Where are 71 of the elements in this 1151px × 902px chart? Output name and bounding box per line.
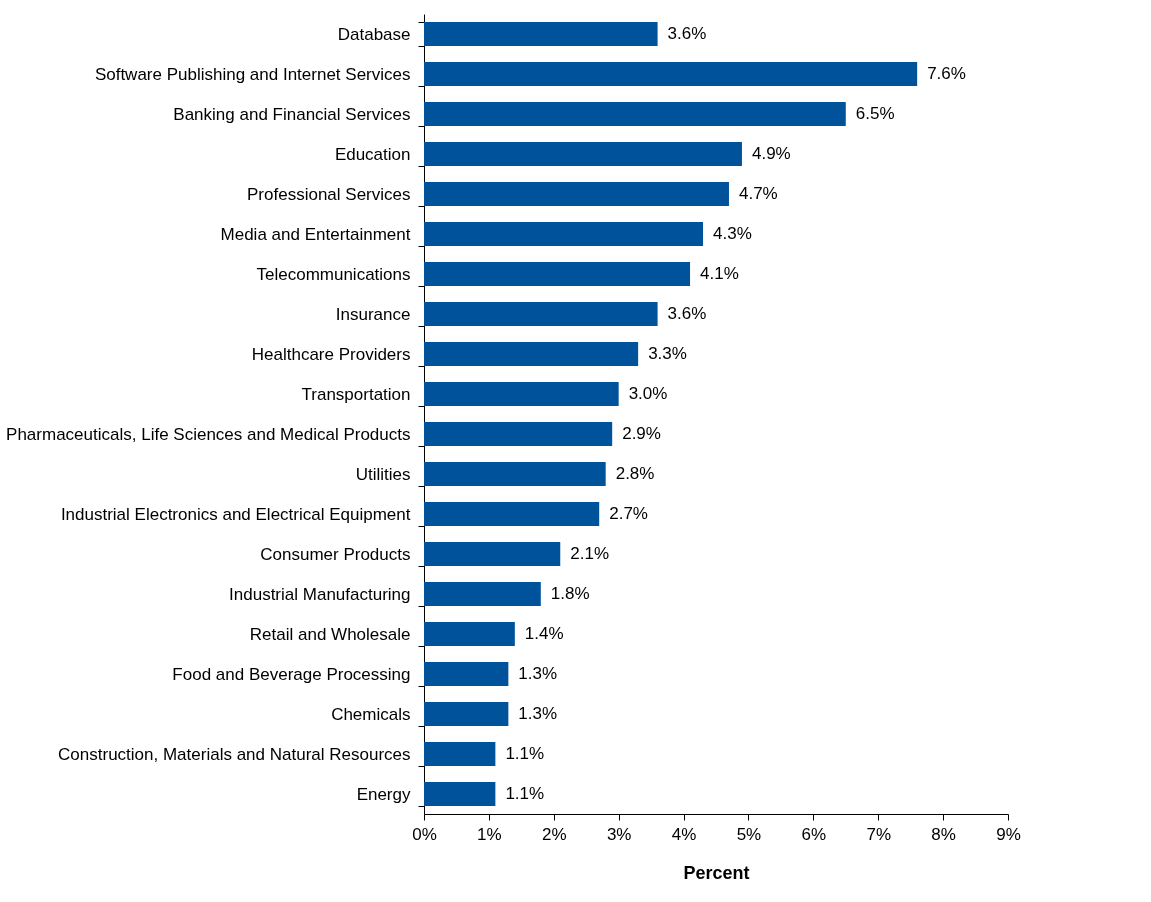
x-tick-label: 3% [606, 824, 632, 844]
data-label: 1.3% [518, 664, 558, 683]
data-label: 2.9% [622, 424, 661, 443]
data-label: 6.5% [855, 104, 895, 123]
data-label: 4.9% [751, 144, 791, 163]
bar [424, 142, 742, 166]
bar [424, 542, 561, 566]
y-tick-label: Industrial Manufacturing [229, 584, 411, 604]
bar [424, 502, 600, 526]
data-label: 3.6% [667, 304, 707, 323]
y-tick-label: Media and Entertainment [220, 224, 411, 244]
x-tick-label: 4% [671, 824, 697, 844]
x-tick-label: 5% [736, 824, 762, 844]
bar [424, 302, 658, 326]
bar [424, 422, 613, 446]
y-tick-label: Transportation [301, 384, 411, 404]
data-label: 2.8% [615, 464, 655, 483]
y-tick-label: Construction, Materials and Natural Resources [58, 744, 411, 764]
bar [424, 222, 704, 246]
bar [424, 262, 691, 286]
y-tick-label: Chemicals [331, 704, 411, 724]
data-label: 3.3% [648, 344, 687, 363]
bar [424, 622, 515, 646]
data-label: 3.6% [667, 24, 707, 43]
bar [424, 782, 496, 806]
y-tick-label: Food and Beverage Processing [172, 664, 411, 684]
y-tick-label: Pharmaceuticals, Life Sciences and Medical Products [6, 424, 411, 444]
bar [424, 582, 541, 606]
x-tick-label: 9% [996, 824, 1021, 844]
x-tick-label: 1% [477, 824, 502, 844]
data-label: 1.1% [505, 784, 545, 803]
y-tick-label: Energy [356, 784, 411, 804]
x-tick-label: 2% [541, 824, 567, 844]
y-tick-label: Insurance [335, 304, 411, 324]
x-tick-label: 7% [866, 824, 892, 844]
data-label: 1.8% [550, 584, 590, 603]
data-label: 3.0% [628, 384, 668, 403]
y-tick-label: Utilities [355, 464, 411, 484]
bar [424, 462, 606, 486]
bar [424, 382, 619, 406]
data-label: 1.4% [524, 624, 564, 643]
y-tick-label: Retail and Wholesale [249, 624, 411, 644]
bar [424, 342, 639, 366]
y-tick-label: Professional Services [247, 184, 411, 204]
data-label: 4.1% [700, 264, 739, 283]
bar [424, 182, 729, 206]
y-tick-label: Consumer Products [260, 544, 411, 564]
bar [424, 62, 918, 86]
data-label: 2.7% [609, 504, 648, 523]
y-tick-label: Software Publishing and Internet Services [94, 64, 411, 84]
y-tick-label: Education [334, 144, 411, 164]
y-tick-label: Industrial Electronics and Electrical Equipment [60, 504, 411, 524]
bar [424, 22, 658, 46]
y-tick-label: Healthcare Providers [251, 344, 411, 364]
x-tick-label: 0% [412, 824, 437, 844]
x-axis-title: Percent [683, 862, 750, 883]
x-tick-label: 8% [931, 824, 956, 844]
x-tick-label: 6% [801, 824, 827, 844]
y-tick-label: Telecommunications [256, 264, 411, 284]
bar [424, 742, 496, 766]
bar [424, 662, 509, 686]
data-label: 7.6% [927, 64, 966, 83]
y-tick-label: Banking and Financial Services [173, 104, 411, 124]
data-label: 1.1% [505, 744, 545, 763]
bar [424, 102, 846, 126]
data-label: 4.3% [713, 224, 752, 243]
data-label: 4.7% [738, 184, 778, 203]
y-tick-label: Database [337, 24, 411, 44]
data-label: 1.3% [518, 704, 558, 723]
bar [424, 702, 509, 726]
data-label: 2.1% [570, 544, 610, 563]
